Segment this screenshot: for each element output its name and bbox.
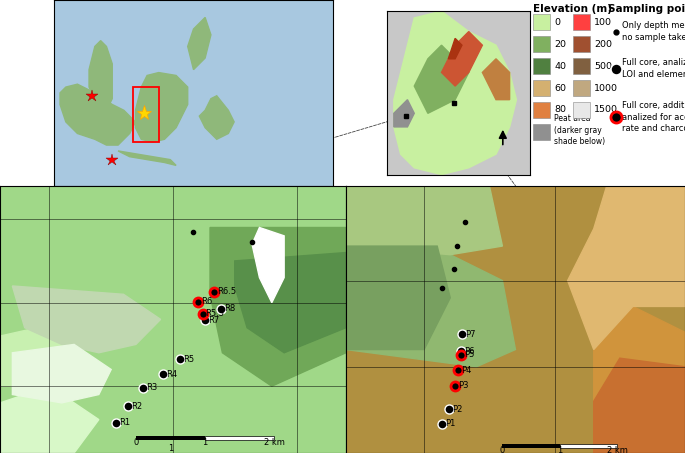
Text: 1000: 1000	[595, 83, 619, 92]
Text: 1: 1	[168, 444, 173, 453]
Polygon shape	[346, 246, 450, 350]
Polygon shape	[594, 306, 685, 453]
Text: 0: 0	[554, 18, 560, 27]
Bar	[136, 436, 205, 440]
Text: 2 km: 2 km	[607, 446, 627, 453]
Text: Full core, additionally
analized for accumulation
rate and charcoal: Full core, additionally analized for acc…	[622, 101, 685, 133]
Text: 1: 1	[203, 439, 208, 448]
Text: P5: P5	[464, 350, 474, 359]
Polygon shape	[0, 303, 99, 386]
Text: Only depth measured,
no sample taken: Only depth measured, no sample taken	[622, 21, 685, 42]
Polygon shape	[394, 100, 414, 127]
Text: 20: 20	[554, 40, 566, 49]
Bar	[573, 102, 590, 118]
Text: P6: P6	[464, 347, 474, 356]
Polygon shape	[12, 286, 160, 353]
Bar	[573, 36, 590, 52]
Polygon shape	[60, 84, 136, 145]
Polygon shape	[448, 39, 462, 59]
Bar	[560, 444, 617, 448]
Polygon shape	[12, 344, 111, 403]
Text: Peat area
(darker gray
shade below): Peat area (darker gray shade below)	[554, 115, 605, 145]
Text: P2: P2	[452, 405, 462, 414]
Text: 100: 100	[595, 18, 612, 27]
Polygon shape	[252, 227, 284, 303]
Text: R4: R4	[166, 370, 177, 379]
Text: 1: 1	[557, 446, 562, 453]
Polygon shape	[482, 59, 510, 100]
Text: R7: R7	[208, 316, 219, 325]
Text: 80: 80	[554, 106, 566, 115]
Text: R6.5: R6.5	[216, 287, 236, 296]
Polygon shape	[0, 386, 99, 453]
Text: Elevation (m): Elevation (m)	[533, 4, 612, 14]
Text: P7: P7	[465, 329, 475, 338]
Text: 40: 40	[554, 62, 566, 71]
Text: R5.5: R5.5	[206, 309, 225, 318]
Polygon shape	[442, 32, 482, 86]
Polygon shape	[235, 253, 346, 353]
Polygon shape	[594, 358, 685, 453]
Text: R2: R2	[132, 402, 142, 411]
Text: 1500: 1500	[595, 106, 619, 115]
Bar	[205, 436, 274, 440]
Bar	[533, 80, 550, 96]
Text: 500: 500	[595, 62, 612, 71]
Polygon shape	[568, 186, 685, 350]
Polygon shape	[118, 151, 176, 165]
Bar	[533, 58, 550, 74]
Bar	[533, 36, 550, 52]
Text: P3: P3	[458, 381, 469, 390]
Polygon shape	[210, 227, 346, 386]
Polygon shape	[394, 11, 516, 174]
Text: 0: 0	[134, 439, 138, 448]
Polygon shape	[188, 17, 211, 70]
Bar	[573, 58, 590, 74]
Polygon shape	[199, 96, 234, 139]
Text: P1: P1	[445, 419, 456, 428]
Polygon shape	[346, 246, 516, 367]
Polygon shape	[89, 41, 112, 110]
Text: 0: 0	[500, 446, 505, 453]
Bar	[133, 87, 159, 142]
Text: R5: R5	[184, 355, 195, 364]
Text: R6: R6	[201, 297, 212, 306]
Bar	[533, 102, 550, 118]
Text: Full core, analized for BD,
LOI and elemental analysis: Full core, analized for BD, LOI and elem…	[622, 58, 685, 79]
Polygon shape	[346, 186, 502, 255]
Text: 200: 200	[595, 40, 612, 49]
Polygon shape	[136, 72, 188, 142]
Polygon shape	[414, 45, 469, 113]
Text: R1: R1	[119, 419, 130, 428]
Bar	[533, 124, 550, 140]
Bar	[573, 14, 590, 30]
Text: Sampling points: Sampling points	[608, 4, 685, 14]
Text: 60: 60	[554, 83, 566, 92]
Text: 2 km: 2 km	[264, 439, 285, 448]
Bar	[502, 444, 560, 448]
Polygon shape	[346, 186, 685, 453]
Polygon shape	[0, 186, 346, 453]
Text: R8: R8	[224, 304, 236, 313]
Bar	[573, 80, 590, 96]
Text: P4: P4	[461, 366, 471, 375]
Text: R3: R3	[147, 383, 158, 392]
Bar	[533, 14, 550, 30]
